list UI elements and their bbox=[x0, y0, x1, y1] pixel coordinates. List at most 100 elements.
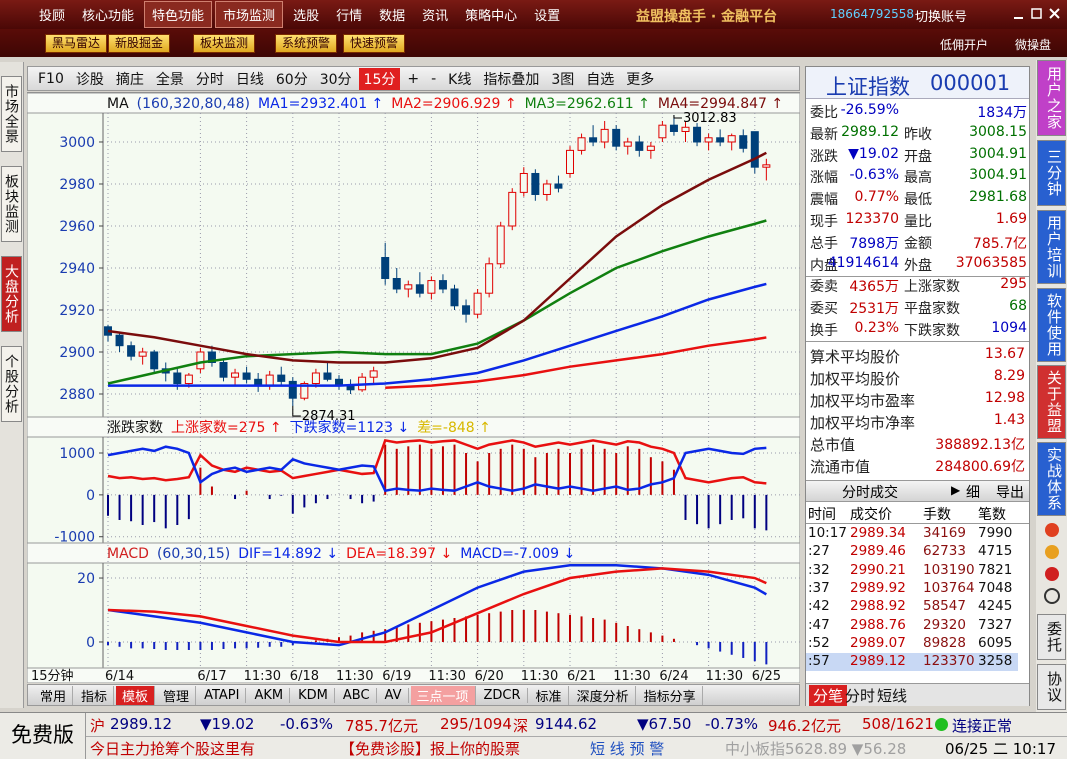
bottom-tab[interactable]: 指标 bbox=[75, 685, 115, 705]
chart-tool[interactable]: - bbox=[431, 70, 437, 87]
tool-button[interactable]: 新股掘金 bbox=[108, 34, 171, 53]
menu-item[interactable]: 设置 bbox=[534, 9, 561, 24]
chart-tool[interactable]: 全景 bbox=[155, 71, 184, 88]
chart-tool[interactable]: 60分 bbox=[275, 71, 308, 88]
menu-item[interactable]: 策略中心 bbox=[465, 9, 518, 24]
chart-tool[interactable]: 摘庄 bbox=[115, 71, 144, 88]
series-line bbox=[107, 219, 767, 385]
tool-link[interactable]: 低佣开户 bbox=[940, 38, 989, 52]
quote-value: 4365万 bbox=[849, 279, 899, 296]
side-tab[interactable]: 实战体系 bbox=[1037, 442, 1066, 516]
candle-body bbox=[150, 351, 159, 370]
trade-cell: 89828 bbox=[923, 634, 966, 651]
window-controls[interactable] bbox=[1010, 6, 1062, 22]
bottom-tab[interactable]: ABC bbox=[337, 687, 377, 703]
status-item: 508/1621 bbox=[862, 715, 934, 733]
y-tick-label: 3000 bbox=[59, 135, 95, 151]
chart-tool[interactable]: 更多 bbox=[626, 71, 655, 88]
bottom-tab[interactable]: 深度分析 bbox=[571, 685, 636, 705]
menu-item[interactable]: 投顾 bbox=[39, 9, 66, 24]
quote-label: 震幅 bbox=[810, 192, 838, 209]
quote-label: 昨收 bbox=[904, 126, 932, 143]
candle-body bbox=[138, 351, 147, 357]
chart-tool[interactable]: 15分 bbox=[358, 67, 401, 90]
status-item[interactable]: 短 线 预 警 bbox=[590, 740, 665, 758]
bottom-tab[interactable]: 指标分享 bbox=[638, 685, 703, 705]
tool-button[interactable]: 黑马雷达 bbox=[45, 34, 108, 53]
menu-bar: 投顾 核心功能 特色功能 市场监测 选股 行情 数据 资讯 策略中心 设置 bbox=[0, 0, 1067, 29]
side-tab[interactable]: 市场全景 bbox=[1, 76, 22, 152]
tool-link[interactable]: 微操盘 bbox=[1015, 38, 1052, 52]
bottom-tab[interactable]: ATAPI bbox=[198, 687, 247, 703]
tool-button[interactable]: 板块监测 bbox=[193, 34, 256, 53]
trades-header: 成交价 bbox=[850, 507, 892, 523]
trade-cell: 4715 bbox=[978, 543, 1013, 560]
chart-tool[interactable]: 日线 bbox=[235, 71, 264, 88]
side-tab[interactable]: 三分钟 bbox=[1037, 140, 1066, 206]
side-tab[interactable]: 委托 bbox=[1037, 614, 1066, 660]
switch-account[interactable]: 切换账号 bbox=[915, 10, 968, 25]
y-tick-label: 2920 bbox=[59, 303, 95, 319]
series-line bbox=[108, 282, 767, 387]
menu-item[interactable]: 市场监测 bbox=[215, 1, 284, 28]
side-tab[interactable]: 关于益盟 bbox=[1037, 365, 1066, 439]
time-label: 6/20 bbox=[475, 669, 504, 683]
bottom-tab[interactable]: 标准 bbox=[530, 685, 569, 705]
candle-body bbox=[496, 225, 505, 265]
chart-tool[interactable]: 分时 bbox=[195, 71, 224, 88]
panel-legend: MA (160,320,80,48) MA1=2932.401 ↑ MA2=2906.… bbox=[107, 96, 783, 112]
menu-item[interactable]: 数据 bbox=[379, 9, 406, 24]
quote-tab[interactable]: 分时 bbox=[845, 687, 876, 705]
quote-tab[interactable]: 短线 bbox=[877, 687, 908, 705]
annotation-leader bbox=[292, 405, 301, 417]
status-item[interactable]: 【免费诊股】报上你的股票 bbox=[340, 740, 521, 758]
side-tab[interactable]: 用户培训 bbox=[1037, 210, 1066, 284]
chart-tool[interactable]: F10 bbox=[38, 70, 64, 87]
status-item[interactable]: 今日主力抢筹个股这里有 bbox=[90, 740, 256, 758]
side-tab[interactable]: 用户之家 bbox=[1037, 60, 1066, 136]
chart-tool[interactable]: 30分 bbox=[319, 71, 352, 88]
candle-body bbox=[485, 263, 494, 294]
chart-tool[interactable]: 3图 bbox=[551, 71, 575, 88]
trades-button[interactable]: 细 bbox=[966, 485, 980, 501]
tool-button[interactable]: 系统预警 bbox=[275, 34, 338, 53]
y-tick-label: 2880 bbox=[59, 387, 95, 403]
chart-tool[interactable]: 诊股 bbox=[75, 71, 104, 88]
chart-tool[interactable]: 指标叠加 bbox=[483, 71, 540, 88]
bottom-tab[interactable]: 管理 bbox=[157, 685, 197, 705]
menu-item[interactable]: 资讯 bbox=[422, 9, 449, 24]
status-item: 沪 bbox=[90, 717, 106, 735]
menu-item[interactable]: 核心功能 bbox=[82, 9, 135, 24]
bottom-tab[interactable]: 三点一项 bbox=[410, 685, 476, 705]
legend-entry: MACD=-7.009 ↓ bbox=[460, 546, 575, 562]
candle-body bbox=[531, 172, 540, 195]
bottom-tab[interactable]: 常用 bbox=[34, 685, 74, 705]
menu-item[interactable]: 选股 bbox=[293, 9, 320, 24]
trade-cell: :32 bbox=[808, 561, 830, 578]
bottom-tab[interactable]: 模板 bbox=[116, 685, 156, 705]
trades-title[interactable]: 分时成交 bbox=[842, 485, 898, 501]
bottom-tab[interactable]: AV bbox=[379, 687, 409, 703]
bottom-tab[interactable]: KDM bbox=[292, 687, 335, 703]
side-tab[interactable]: 协议 bbox=[1037, 664, 1066, 710]
chart-tool[interactable]: + bbox=[407, 70, 420, 87]
icons[interactable] bbox=[1042, 520, 1062, 610]
window-buttons[interactable] bbox=[1010, 6, 1062, 22]
tool-button[interactable]: 快速预警 bbox=[343, 34, 406, 53]
bottom-tab[interactable]: ZDCR bbox=[478, 687, 528, 703]
side-tab[interactable]: 板块监测 bbox=[1, 166, 22, 242]
side-tab[interactable]: 大盘分析 bbox=[1, 256, 22, 332]
candle-body bbox=[704, 137, 713, 143]
menu-item[interactable]: 行情 bbox=[336, 9, 363, 24]
side-tab[interactable]: 软件使用 bbox=[1037, 288, 1066, 362]
quote-tab[interactable]: 分笔 bbox=[809, 685, 848, 706]
quote-value: 295 bbox=[1000, 276, 1027, 293]
menu-item[interactable]: 特色功能 bbox=[144, 1, 213, 28]
bottom-tab[interactable]: AKM bbox=[248, 687, 291, 703]
panel-legend: MACD (60,30,15) DIF=14.892 ↓ DEA=18.397 ↓ MA… bbox=[107, 546, 575, 562]
side-tab[interactable]: 个股分析 bbox=[1, 346, 22, 422]
chart-tool[interactable]: 自选 bbox=[586, 71, 615, 88]
trade-cell: :52 bbox=[808, 634, 830, 651]
trades-button[interactable]: 导出 bbox=[996, 485, 1024, 501]
chart-tool[interactable]: K线 bbox=[448, 71, 472, 88]
